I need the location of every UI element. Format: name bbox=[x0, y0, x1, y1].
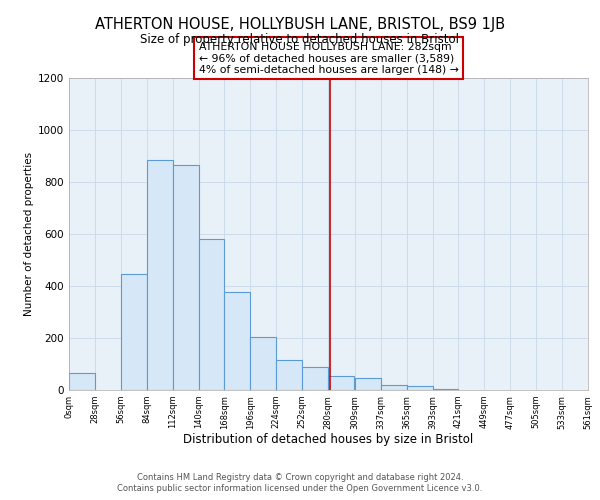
Bar bbox=[147, 160, 173, 390]
Bar bbox=[173, 164, 199, 390]
Bar bbox=[69, 373, 95, 390]
X-axis label: Distribution of detached houses by size in Bristol: Distribution of detached houses by size … bbox=[184, 433, 473, 446]
Y-axis label: Number of detached properties: Number of detached properties bbox=[24, 152, 34, 316]
Text: ATHERTON HOUSE, HOLLYBUSH LANE, BRISTOL, BS9 1JB: ATHERTON HOUSE, HOLLYBUSH LANE, BRISTOL,… bbox=[95, 18, 505, 32]
Text: Contains HM Land Registry data © Crown copyright and database right 2024.: Contains HM Land Registry data © Crown c… bbox=[137, 472, 463, 482]
Text: Contains public sector information licensed under the Open Government Licence v3: Contains public sector information licen… bbox=[118, 484, 482, 493]
Bar bbox=[121, 274, 147, 390]
Text: Size of property relative to detached houses in Bristol: Size of property relative to detached ho… bbox=[140, 32, 460, 46]
Bar bbox=[276, 360, 302, 390]
Bar bbox=[355, 378, 381, 390]
Bar bbox=[328, 376, 354, 390]
Text: ATHERTON HOUSE HOLLYBUSH LANE: 282sqm
← 96% of detached houses are smaller (3,58: ATHERTON HOUSE HOLLYBUSH LANE: 282sqm ← … bbox=[199, 42, 458, 75]
Bar bbox=[407, 386, 433, 390]
Bar bbox=[381, 385, 407, 390]
Bar bbox=[302, 366, 328, 390]
Bar bbox=[199, 239, 224, 390]
Bar bbox=[433, 388, 458, 390]
Bar bbox=[224, 292, 250, 390]
Bar bbox=[250, 336, 276, 390]
